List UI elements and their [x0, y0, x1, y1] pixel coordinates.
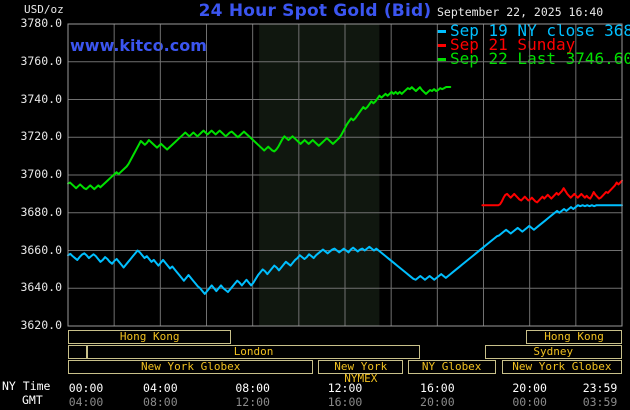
- x-axis-gmt-tick: 20:00: [420, 395, 455, 409]
- x-axis-ny-tick: 16:00: [420, 381, 455, 395]
- x-axis-gmt-tick: 04:00: [68, 395, 104, 409]
- x-axis-gmt-label: GMT: [22, 393, 43, 407]
- x-axis-ny-tick: 04:00: [143, 381, 178, 395]
- market-session-segment: New York Globex: [501, 360, 622, 374]
- x-axis-ny-tick: 23:59: [582, 381, 618, 395]
- x-axis-gmt-tick: 16:00: [327, 395, 363, 409]
- x-axis-ny-time-label: NY Time: [2, 379, 51, 393]
- x-axis-ny-tick: 00:00: [68, 381, 104, 395]
- x-axis-gmt-tick: 08:00: [143, 395, 178, 409]
- legend-label: Sep 19 NY close 3684.00: [450, 21, 630, 40]
- y-axis-tick-label: 3640.0: [20, 280, 62, 295]
- y-axis-labels: 3780.0 3760.0 3740.0 3720.0 3700.0 3680.0 3660…: [0, 0, 62, 410]
- y-axis-tick-label: 3760.0: [20, 53, 62, 68]
- y-axis-tick-label: 3720.0: [20, 129, 62, 144]
- legend-swatch-icon: [437, 57, 446, 61]
- y-axis-tick-label: 3660.0: [20, 242, 62, 257]
- kitco-watermark: www.kitco.com: [70, 36, 207, 55]
- x-axis-ny-tick: 08:00: [235, 381, 270, 395]
- quote-timestamp: September 22, 2025 16:40: [437, 5, 604, 19]
- y-axis-tick-label: 3740.0: [20, 91, 62, 106]
- y-axis-tick-label: 3700.0: [20, 167, 62, 181]
- market-session-segment: New York NYMEX: [318, 360, 404, 385]
- legend-item: Sep 22 Last 3746.60: [437, 49, 630, 68]
- market-session-segment: Sydney: [484, 345, 622, 359]
- legend-label: Sep 21 Sunday: [450, 35, 576, 54]
- x-axis-ny-tick: 20:00: [512, 381, 547, 395]
- x-axis-gmt-tick: 12:00: [235, 395, 270, 409]
- chart-legend: Sep 19 NY close 3684.00Sep 21 SundaySep …: [437, 21, 630, 68]
- market-session-segment: Hong Kong: [68, 330, 232, 344]
- price-series-line: [67, 86, 452, 191]
- x-axis-gmt-tick: 03:59: [582, 395, 618, 409]
- y-axis-tick-label: 3780.0: [20, 16, 62, 30]
- y-axis-unit-label: USD/oz: [24, 3, 64, 16]
- market-session-segment: NY Globex: [407, 360, 496, 374]
- y-axis-tick-label: 3680.0: [20, 204, 62, 219]
- legend-swatch-icon: [437, 43, 446, 47]
- market-session-segment: Hong Kong: [526, 330, 622, 344]
- price-series-line: [67, 204, 623, 295]
- price-series-line: [481, 179, 623, 207]
- legend-label: Sep 22 Last 3746.60: [450, 49, 630, 68]
- y-axis-tick-label: 3620.0: [20, 318, 62, 332]
- legend-item: Sep 21 Sunday: [437, 35, 630, 54]
- market-session-segment: London: [87, 345, 420, 359]
- legend-item: Sep 19 NY close 3684.00: [437, 21, 630, 40]
- x-axis-gmt-tick: 00:00: [512, 395, 547, 409]
- x-axis-ny-tick: 12:00: [327, 381, 363, 395]
- market-session-segment: New York Globex: [68, 360, 314, 374]
- legend-swatch-icon: [437, 29, 446, 33]
- market-session-segment: [68, 345, 88, 359]
- chart-title: 24 Hour Spot Gold (Bid): [198, 1, 432, 21]
- plot-border: [67, 23, 623, 327]
